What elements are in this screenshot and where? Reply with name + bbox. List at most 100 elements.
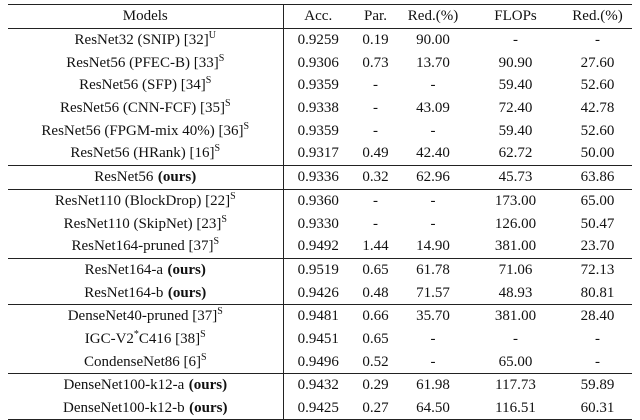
table-row: DenseNet100-k12-b (ours) 0.9425 0.27 64.50 11… xyxy=(8,396,632,420)
model-name: ResNet56 (FPGM-mix 40%) [36] xyxy=(41,122,244,139)
value-cell: 0.65 xyxy=(362,330,389,347)
model-name: C416 [38] xyxy=(138,330,201,347)
value-cell: 13.70 xyxy=(416,54,450,71)
value-cell: 80.81 xyxy=(580,284,615,301)
model-name: ResNet56 xyxy=(94,169,154,186)
superscript: * xyxy=(133,328,139,340)
superscript: S xyxy=(218,52,225,64)
model-cell: ResNet56 (ours) xyxy=(8,164,284,189)
value-cell: 50.00 xyxy=(580,145,615,162)
value-cell: 59.40 xyxy=(498,77,533,94)
value-cell: 126.00 xyxy=(494,215,537,232)
value-cell: - xyxy=(595,353,600,370)
value-cell: 63.86 xyxy=(563,164,632,189)
model-cell: ResNet110 (SkipNet) [23]S xyxy=(8,212,284,235)
model-cell: IGC-V2*C416 [38]S xyxy=(8,327,284,351)
value-cell: - xyxy=(373,122,378,139)
model-cell: ResNet56 (PFEC-B) [33]S xyxy=(8,51,284,75)
ours-label: (ours) xyxy=(167,261,206,278)
value-cell: 59.89 xyxy=(563,372,632,397)
value-cell: 0.9359 xyxy=(297,122,339,139)
value-cell: - xyxy=(513,32,518,49)
value-cell: 0.9330 xyxy=(297,215,339,232)
table-row: ResNet32 (SNIP) [32]U 0.9259 0.19 90.00 - - xyxy=(8,28,632,52)
ours-label: (ours) xyxy=(188,377,228,394)
value-cell: 1.44 xyxy=(362,238,389,255)
value-cell: - xyxy=(430,77,436,94)
header-cell: Red.(%) xyxy=(563,4,632,29)
value-cell: 381.00 xyxy=(494,238,537,255)
value-cell: 0.9451 xyxy=(297,330,339,347)
value-cell: 0.49 xyxy=(362,145,389,162)
model-name: DenseNet100-k12-a xyxy=(63,377,185,394)
value-cell: 64.50 xyxy=(398,396,468,420)
value-cell: 45.73 xyxy=(468,164,563,189)
model-name: IGC-V2 xyxy=(84,330,134,347)
value-cell: - xyxy=(430,353,436,370)
value-cell: 0.9259 xyxy=(297,32,339,49)
table-row: ResNet56 (CNN-FCF) [35]S 0.9338 - 43.09 72.4… xyxy=(8,96,632,120)
value-cell: - xyxy=(398,188,468,213)
table-row: ResNet164-b (ours) 0.9426 0.48 71.57 48.93 80.… xyxy=(8,281,632,305)
model-name: ResNet164-a xyxy=(84,261,163,278)
value-cell: - xyxy=(430,122,436,139)
value-cell: 72.13 xyxy=(563,257,632,282)
value-cell: 0.9360 xyxy=(283,188,353,213)
superscript: S xyxy=(224,98,231,110)
value-cell: 61.98 xyxy=(398,372,468,397)
model-cell: CondenseNet86 [6]S xyxy=(8,350,284,374)
model-name: ResNet56 (PFEC-B) [33] xyxy=(66,54,219,71)
superscript: S xyxy=(201,351,207,363)
value-cell: 173.00 xyxy=(468,188,563,213)
model-cell: ResNet56 (CNN-FCF) [35]S xyxy=(8,96,284,120)
value-cell: 52.60 xyxy=(580,122,615,139)
value-cell: 71.57 xyxy=(416,284,450,301)
table-row: ResNet56 (SFP) [34]S 0.9359 - - 59.40 52.60 xyxy=(8,74,632,97)
value-cell: 43.09 xyxy=(416,100,450,117)
value-cell: 72.40 xyxy=(498,100,533,117)
value-cell: - xyxy=(430,215,436,232)
value-cell: 48.93 xyxy=(498,284,533,301)
value-cell: 23.70 xyxy=(580,238,615,255)
superscript: U xyxy=(208,30,216,42)
value-cell: - xyxy=(595,330,600,347)
superscript: S xyxy=(230,190,236,202)
ours-label: (ours) xyxy=(189,400,228,417)
model-cell: ResNet56 (HRank) [16]S xyxy=(8,142,284,166)
value-cell: 0.9317 xyxy=(297,145,339,162)
model-cell: ResNet56 (FPGM-mix 40%) [36]S xyxy=(8,119,284,143)
model-name: ResNet56 (CNN-FCF) [35] xyxy=(59,100,225,117)
table-row: IGC-V2*C416 [38]S 0.9451 0.65 - - - xyxy=(8,327,632,351)
value-cell: 71.06 xyxy=(468,257,563,282)
superscript: S xyxy=(221,213,227,225)
model-name: ResNet164-pruned [37] xyxy=(71,238,214,255)
model-name: ResNet110 (BlockDrop) [22] xyxy=(54,192,231,209)
value-cell: 0.9306 xyxy=(297,54,339,71)
header-cell: Par. xyxy=(353,4,398,29)
value-cell: 65.00 xyxy=(498,353,533,370)
table-row: CondenseNet86 [6]S 0.9496 0.52 - 65.00 - xyxy=(8,350,632,374)
table-row: ResNet56 (ours) 0.9336 0.32 62.96 45.73 63.86 xyxy=(8,164,632,189)
superscript: S xyxy=(217,306,223,318)
results-table: Models Acc. Par. Red.(%) FLOPs Red.(%) ResNet… xyxy=(8,4,632,420)
model-name: ResNet164-b xyxy=(84,284,164,301)
table-row: DenseNet100-k12-a (ours) 0.9432 0.29 61.98 11… xyxy=(8,372,632,397)
table-row: ResNet56 (PFEC-B) [33]S 0.9306 0.73 13.70 90… xyxy=(8,51,632,75)
value-cell: 0.65 xyxy=(353,257,398,282)
value-cell: - xyxy=(353,188,398,213)
value-cell: 0.9336 xyxy=(283,164,353,189)
table-header: Models Acc. Par. Red.(%) FLOPs Red.(%) xyxy=(8,4,632,29)
model-name: ResNet110 (SkipNet) [23] xyxy=(63,215,222,232)
value-cell: 35.70 xyxy=(398,303,468,328)
value-cell: - xyxy=(373,77,378,94)
value-cell: 42.78 xyxy=(580,100,615,117)
value-cell: 42.40 xyxy=(416,145,450,162)
value-cell: - xyxy=(513,330,518,347)
superscript: S xyxy=(200,328,206,340)
table-row: ResNet56 (FPGM-mix 40%) [36]S 0.9359 - - 59.… xyxy=(8,119,632,143)
superscript: S xyxy=(214,143,221,155)
value-cell: 62.96 xyxy=(398,164,468,189)
table-row: ResNet164-pruned [37]S 0.9492 1.44 14.90 381… xyxy=(8,234,632,259)
table-row: ResNet164-a (ours) 0.9519 0.65 61.78 71.06 72.… xyxy=(8,257,632,282)
